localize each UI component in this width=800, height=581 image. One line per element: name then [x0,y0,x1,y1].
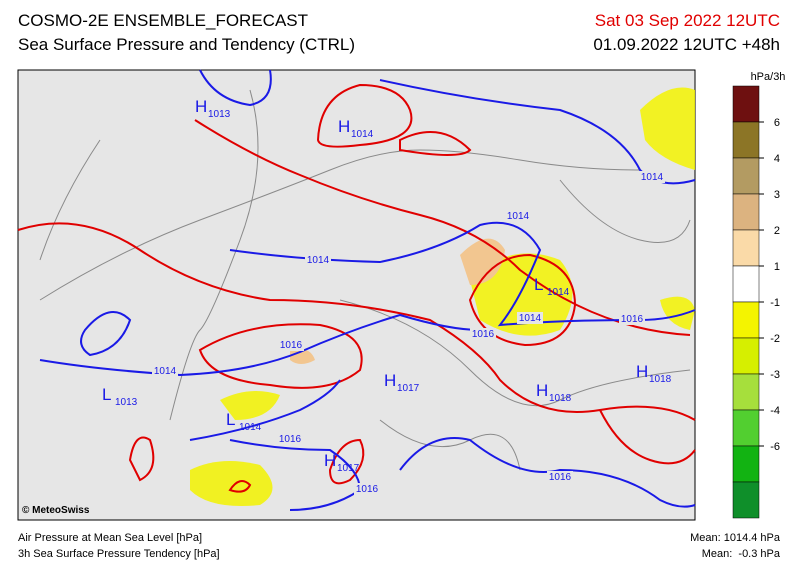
center-value: 1014 [547,287,570,298]
colorbar-label: 4 [774,153,780,165]
footer-left: Air Pressure at Mean Sea Level [hPa] [18,532,202,544]
colorbar-swatch [732,85,760,123]
isobar-label: 1014 [507,211,530,222]
isobar-label-bg [277,433,303,445]
center-value: 1014 [351,129,374,140]
colorbar-label: -4 [770,405,780,417]
isobar-label: 1014 [641,172,664,183]
isobar-label: 1016 [280,340,303,351]
run-time: 01.09.2022 12UTC +48h [593,35,780,54]
colorbar-swatch [732,409,760,447]
colorbar-swatch [732,265,760,303]
center-kind: H [324,451,336,470]
isobar-label-bg [639,171,665,183]
footer-left: 3h Sea Surface Pressure Tendency [hPa] [18,548,220,560]
colorbar-label: -1 [770,297,780,309]
colorbar-swatch [732,481,760,519]
colorbar-label: 2 [774,225,780,237]
isobar-label: 1016 [356,484,379,495]
isobar-label-bg [505,210,531,222]
isobars-red [17,83,696,493]
isobar-label: 1016 [472,329,495,340]
center-value: 1018 [649,374,672,385]
center-kind: H [384,371,396,390]
borders [39,89,691,471]
subtitle: Sea Surface Pressure and Tendency (CTRL) [18,35,355,54]
center-value: 1017 [397,383,420,394]
colorbar-label: -6 [770,441,780,453]
colorbar: hPa/3h 6 4 3 2 1 -1 -2 -3 -4 -6 [732,71,786,519]
center-kind: L [226,410,235,429]
center-value: 1018 [549,393,572,404]
colorbar-label: 1 [774,261,780,273]
isobar-label: 1016 [621,314,644,325]
center-kind: L [102,385,111,404]
isobar-label-bg [354,483,380,495]
center-kind: L [534,275,543,294]
center-kind: H [636,362,648,381]
isobar-label-bg [305,254,331,266]
isobar-label-bg [152,365,178,377]
isobar-label: 1014 [519,313,542,324]
isobar-label: 1014 [154,366,177,377]
map [17,69,696,521]
colorbar-label: -2 [770,333,780,345]
colorbar-swatch [732,229,760,267]
colorbar-label: 6 [774,117,780,129]
footer-right: Mean: -0.3 hPa [702,548,781,560]
center-value: 1014 [239,422,262,433]
center-kind: H [338,117,350,136]
credit: © MeteoSwiss [22,505,90,516]
colorbar-swatch [732,121,760,159]
colorbar-swatch [732,193,760,231]
isobar-label: 1016 [549,472,572,483]
isobar-label-bg [278,339,304,351]
colorbar-swatch [732,445,760,483]
center-kind: H [536,381,548,400]
isobar-label-bg [619,313,645,325]
footer-right: Mean: 1014.4 hPa [690,532,781,544]
colorbar-swatch [732,157,760,195]
colorbar-unit: hPa/3h [751,71,786,83]
colorbar-swatch [732,301,760,339]
valid-time: Sat 03 Sep 2022 12UTC [595,11,780,30]
center-kind: H [195,97,207,116]
center-value: 1013 [115,397,138,408]
colorbar-label: 3 [774,189,780,201]
isobar-label-bg [470,328,496,340]
isobar-label-bg [547,471,573,483]
title: COSMO-2E ENSEMBLE_FORECAST [18,11,308,30]
colorbar-swatch [732,373,760,411]
colorbar-swatch [732,337,760,375]
isobar-label-bg [517,312,543,324]
colorbar-label: -3 [770,369,780,381]
center-value: 1013 [208,109,231,120]
center-value: 1017 [337,463,360,474]
isobar-label: 1016 [279,434,302,445]
isobar-label: 1014 [307,255,330,266]
